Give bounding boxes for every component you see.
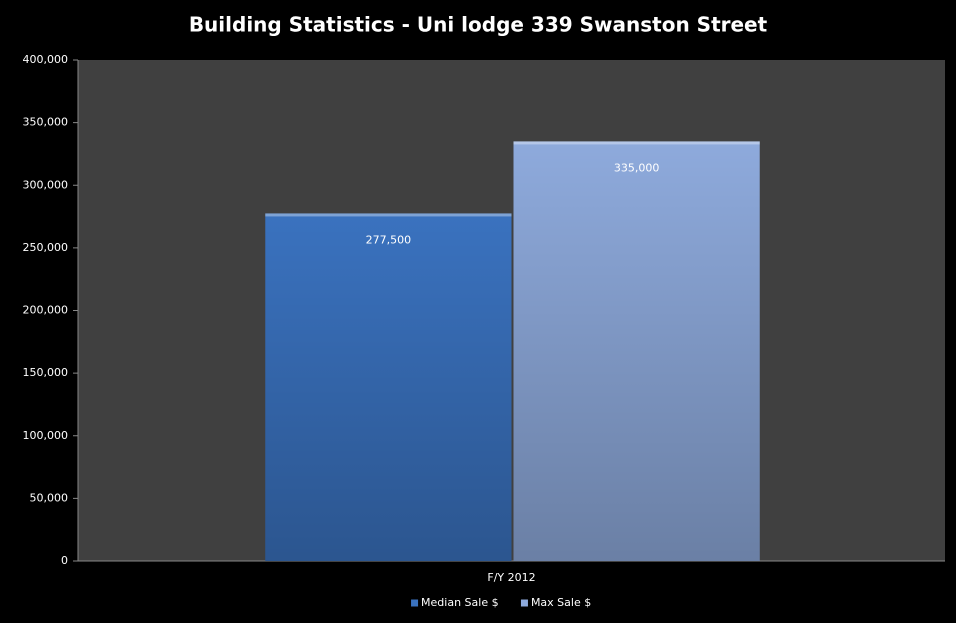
legend-marker xyxy=(411,599,419,607)
chart-title: Building Statistics - Uni lodge 339 Swan… xyxy=(189,13,768,37)
legend-label: Max Sale $ xyxy=(531,596,591,609)
y-tick-label: 300,000 xyxy=(23,178,69,191)
data-label: 335,000 xyxy=(614,161,660,174)
legend-marker xyxy=(520,599,528,607)
bar-shade xyxy=(513,141,760,561)
x-tick-label: F/Y 2012 xyxy=(487,571,535,584)
y-tick-label: 150,000 xyxy=(23,366,69,379)
bar-shade xyxy=(265,213,512,561)
bar-highlight xyxy=(513,141,760,145)
legend-label: Median Sale $ xyxy=(421,596,499,609)
y-tick-label: 50,000 xyxy=(30,491,69,504)
y-tick-label: 400,000 xyxy=(23,53,69,66)
y-tick-label: 250,000 xyxy=(23,241,69,254)
bar-highlight xyxy=(265,213,512,217)
y-tick-label: 200,000 xyxy=(23,304,69,317)
y-tick-label: 100,000 xyxy=(23,429,69,442)
data-label: 277,500 xyxy=(366,233,412,246)
y-tick-label: 0 xyxy=(61,554,68,567)
y-tick-label: 350,000 xyxy=(23,116,69,129)
